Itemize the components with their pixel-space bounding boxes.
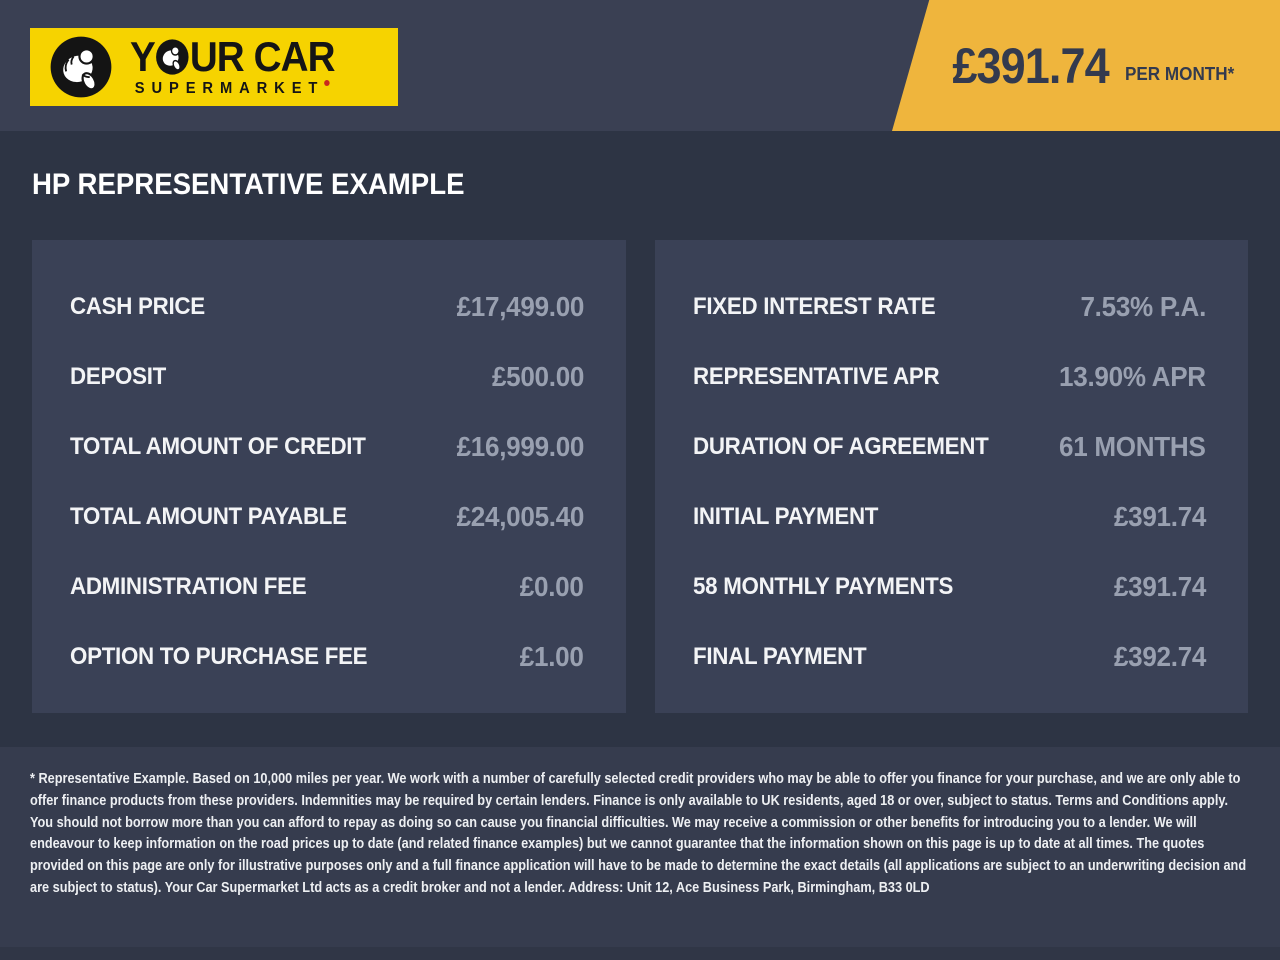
row-value: £391.74 bbox=[1113, 501, 1206, 532]
finance-row: 58 MONTHLY PAYMENTS £391.74 bbox=[693, 552, 1206, 622]
row-value: £16,999.00 bbox=[456, 431, 584, 462]
row-value: 13.90% APR bbox=[1059, 361, 1206, 392]
row-label: 58 MONTHLY PAYMENTS bbox=[693, 573, 954, 600]
brand-red-dot bbox=[324, 80, 330, 86]
finance-row: TOTAL AMOUNT PAYABLE £24,005.40 bbox=[70, 482, 584, 552]
monthly-price: £391.74 bbox=[952, 37, 1110, 94]
bottom-strip bbox=[0, 947, 1280, 960]
finance-panel-left: CASH PRICE £17,499.00 DEPOSIT £500.00 TO… bbox=[32, 240, 626, 713]
finance-panel-right: FIXED INTEREST RATE 7.53% P.A. REPRESENT… bbox=[655, 240, 1248, 713]
row-label: CASH PRICE bbox=[70, 293, 205, 320]
row-label: FINAL PAYMENT bbox=[693, 643, 867, 670]
row-value: 7.53% P.A. bbox=[1080, 291, 1206, 322]
row-value: £0.00 bbox=[520, 571, 584, 602]
brand-name-line1: Y UR CAR bbox=[130, 36, 335, 78]
brand-name-line2: SUPERMARKET bbox=[135, 80, 330, 98]
row-label: DEPOSIT bbox=[70, 363, 167, 390]
finance-row: DEPOSIT £500.00 bbox=[70, 342, 584, 412]
finance-row: CASH PRICE £17,499.00 bbox=[70, 272, 584, 342]
row-label: TOTAL AMOUNT PAYABLE bbox=[70, 503, 347, 530]
row-value: £24,005.40 bbox=[456, 501, 584, 532]
brand-logo-text: Y UR CAR SUPERMARKET bbox=[130, 36, 335, 98]
finance-row: ADMINISTRATION FEE £0.00 bbox=[70, 552, 584, 622]
price-banner: £391.74 PER MONTH* bbox=[892, 0, 1280, 131]
row-value: £1.00 bbox=[520, 641, 584, 672]
row-value: £17,499.00 bbox=[456, 291, 584, 322]
row-label: TOTAL AMOUNT OF CREDIT bbox=[70, 433, 366, 460]
page-title: HP REPRESENTATIVE EXAMPLE bbox=[32, 168, 465, 201]
finance-row: FINAL PAYMENT £392.74 bbox=[693, 622, 1206, 692]
row-label: FIXED INTEREST RATE bbox=[693, 293, 936, 320]
finance-row: INITIAL PAYMENT £391.74 bbox=[693, 482, 1206, 552]
row-value: £391.74 bbox=[1113, 571, 1206, 602]
finance-row: REPRESENTATIVE APR 13.90% APR bbox=[693, 342, 1206, 412]
row-value: 61 MONTHS bbox=[1059, 431, 1206, 462]
finance-row: OPTION TO PURCHASE FEE £1.00 bbox=[70, 622, 584, 692]
brand-name-post-o: UR CAR bbox=[189, 33, 336, 80]
row-label: OPTION TO PURCHASE FEE bbox=[70, 643, 368, 670]
pointing-hand-o-icon bbox=[156, 39, 189, 75]
row-value: £392.74 bbox=[1113, 641, 1206, 672]
pointing-hand-icon bbox=[50, 36, 112, 98]
per-month-label: PER MONTH* bbox=[1124, 64, 1235, 84]
finance-row: TOTAL AMOUNT OF CREDIT £16,999.00 bbox=[70, 412, 584, 482]
row-label: ADMINISTRATION FEE bbox=[70, 573, 307, 600]
brand-logo: Y UR CAR SUPERMARKET bbox=[30, 28, 398, 106]
row-label: REPRESENTATIVE APR bbox=[693, 363, 940, 390]
row-value: £500.00 bbox=[491, 361, 584, 392]
brand-name-pre-o: Y bbox=[130, 33, 156, 80]
finance-row: FIXED INTEREST RATE 7.53% P.A. bbox=[693, 272, 1206, 342]
disclaimer-text: * Representative Example. Based on 10,00… bbox=[30, 771, 1247, 896]
footer-section: * Representative Example. Based on 10,00… bbox=[0, 747, 1280, 960]
finance-row: DURATION OF AGREEMENT 61 MONTHS bbox=[693, 412, 1206, 482]
row-label: DURATION OF AGREEMENT bbox=[693, 433, 989, 460]
row-label: INITIAL PAYMENT bbox=[693, 503, 879, 530]
header-bar: Y UR CAR SUPERMARKET £391.74 PER MONTH* bbox=[0, 0, 1280, 131]
